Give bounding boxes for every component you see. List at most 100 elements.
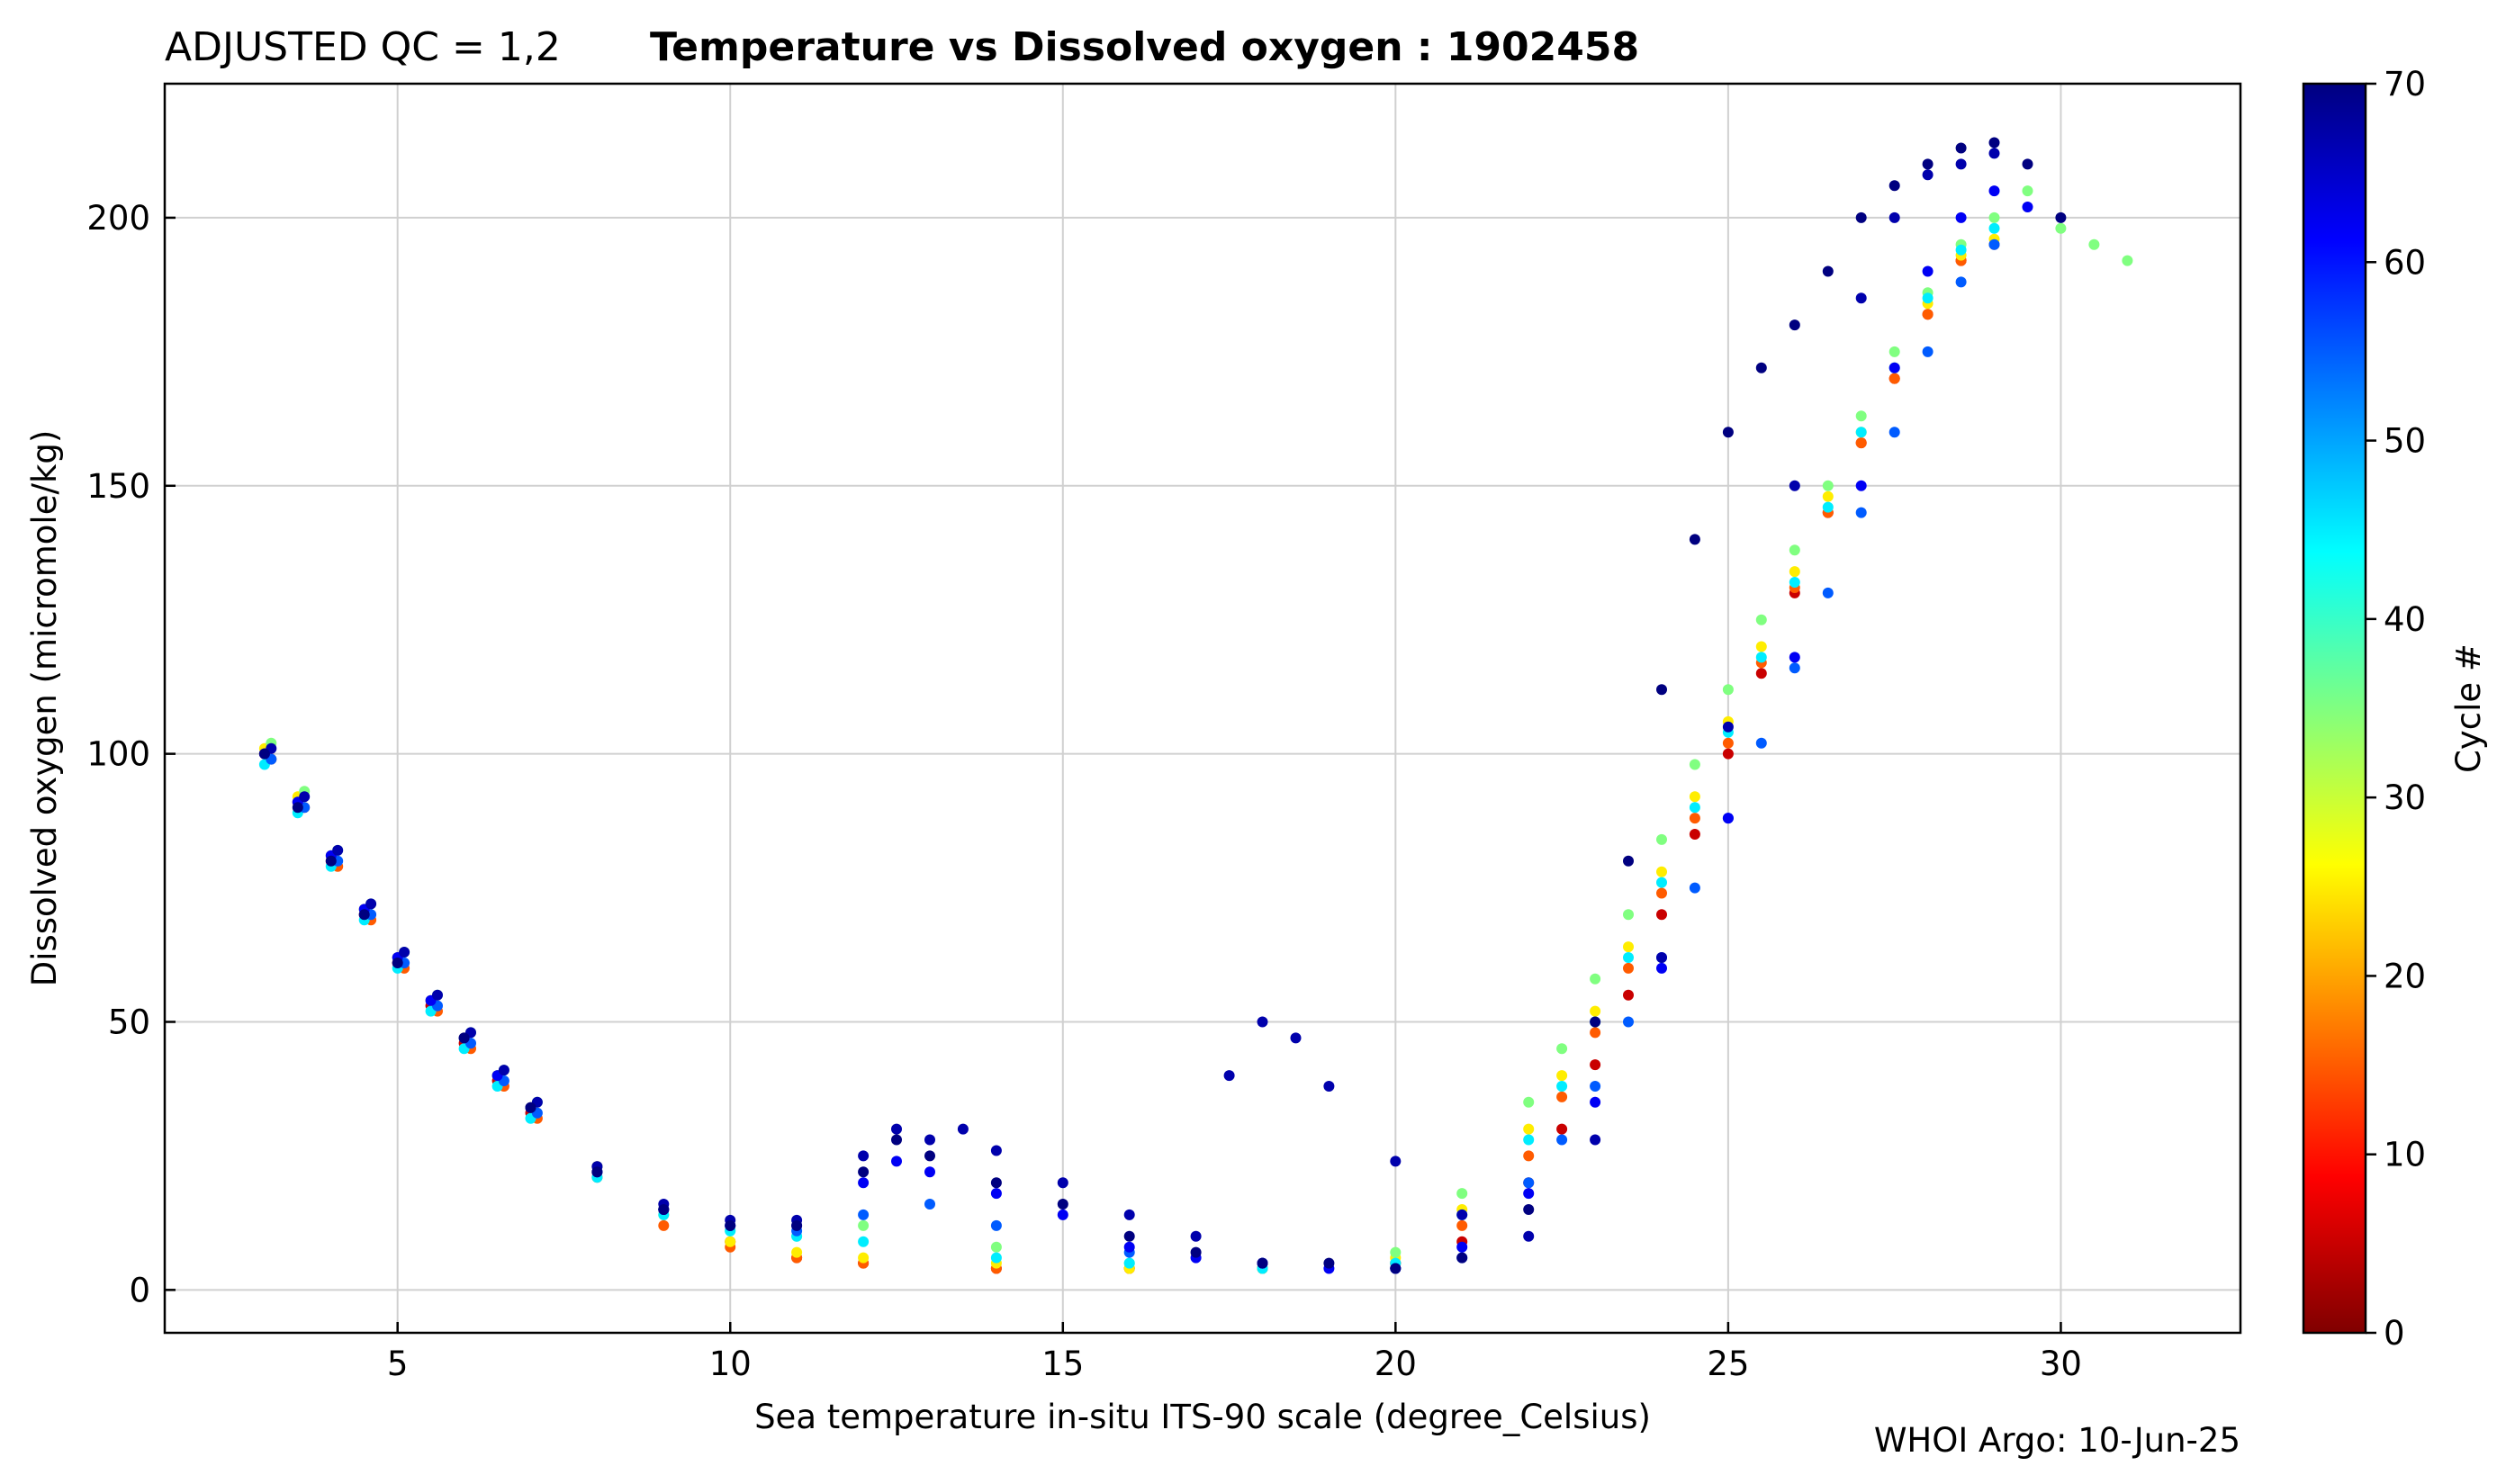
data-point <box>1590 1016 1601 1028</box>
data-point <box>1789 480 1800 491</box>
data-point <box>1323 1257 1335 1269</box>
data-point <box>1656 833 1667 845</box>
data-point <box>1123 1230 1135 1242</box>
data-point <box>1623 1016 1634 1028</box>
data-point <box>1988 238 2000 250</box>
data-point <box>1689 791 1700 803</box>
data-point <box>1556 1081 1568 1092</box>
colorbar-tick-label: 0 <box>2384 1314 2405 1353</box>
data-point <box>1523 1230 1535 1242</box>
data-point <box>858 1219 870 1231</box>
data-point <box>392 958 403 968</box>
colorbar-ticks: 0 10 20 30 40 50 60 70 <box>2366 65 2426 1353</box>
data-point <box>1556 1070 1568 1082</box>
data-point <box>1789 319 1800 331</box>
data-point <box>1822 587 1834 598</box>
data-point <box>1257 1257 1268 1269</box>
data-point <box>332 844 344 856</box>
data-point <box>1889 362 1900 373</box>
data-point <box>1789 652 1800 663</box>
data-point <box>591 1166 603 1178</box>
data-point <box>990 1252 1002 1264</box>
x-axis-ticks: 5 10 15 20 25 30 <box>387 1322 2082 1383</box>
data-point <box>1590 973 1601 985</box>
colorbar-label: Cycle # <box>2449 643 2488 773</box>
data-point <box>1689 802 1700 814</box>
data-point <box>858 1150 870 1162</box>
data-point <box>990 1241 1002 1253</box>
data-point <box>1955 158 1967 170</box>
data-point <box>498 1065 509 1076</box>
data-point <box>1390 1156 1402 1167</box>
data-point <box>1390 1246 1402 1258</box>
data-point <box>1889 346 1900 357</box>
data-point <box>791 1246 803 1258</box>
data-point <box>325 855 337 867</box>
data-point <box>1922 158 1934 170</box>
data-point <box>1889 211 1900 223</box>
data-point <box>525 1102 536 1113</box>
data-point <box>1822 490 1834 502</box>
data-point <box>1922 265 1934 277</box>
data-point <box>1556 1134 1568 1146</box>
y-tick-label: 100 <box>86 735 150 774</box>
data-point <box>1123 1241 1135 1253</box>
data-point <box>1057 1177 1068 1189</box>
data-point <box>1257 1016 1268 1028</box>
data-point <box>1755 641 1767 652</box>
data-point <box>432 989 443 1001</box>
data-point <box>1822 265 1834 277</box>
data-point <box>2022 202 2033 212</box>
y-tick-label: 150 <box>86 467 150 506</box>
data-point <box>1755 668 1767 679</box>
data-point <box>2122 255 2133 266</box>
data-point <box>458 1032 470 1044</box>
plot-frame <box>163 82 2242 1335</box>
data-point <box>1456 1252 1468 1264</box>
data-point <box>1623 855 1634 867</box>
data-point <box>791 1219 803 1231</box>
data-point <box>924 1199 935 1210</box>
data-point <box>1057 1199 1068 1210</box>
data-point <box>1523 1177 1535 1189</box>
data-point <box>1523 1123 1535 1135</box>
data-point <box>891 1134 902 1146</box>
data-point <box>1922 346 1934 357</box>
data-point <box>1656 962 1667 974</box>
grid-lines <box>165 84 2240 1333</box>
data-point <box>924 1166 935 1178</box>
data-point <box>1123 1257 1135 1269</box>
scatter-points <box>258 137 2133 1274</box>
data-point <box>1922 169 1934 181</box>
x-tick-label: 15 <box>1041 1345 1084 1383</box>
data-point <box>858 1252 870 1264</box>
data-point <box>1722 684 1734 696</box>
data-point <box>1523 1204 1535 1215</box>
data-point <box>1523 1134 1535 1146</box>
data-point <box>2088 238 2100 250</box>
data-point <box>1456 1188 1468 1200</box>
x-tick-label: 30 <box>2040 1345 2082 1383</box>
data-point <box>1789 566 1800 578</box>
colorbar-tick-label: 70 <box>2384 65 2426 103</box>
data-point <box>1190 1230 1202 1242</box>
data-point <box>658 1219 670 1231</box>
data-point <box>1889 373 1900 384</box>
data-point <box>990 1177 1002 1189</box>
data-point <box>1689 534 1700 545</box>
data-point <box>891 1123 902 1135</box>
data-point <box>2055 211 2067 223</box>
data-point <box>1855 211 1867 223</box>
data-point <box>1722 427 1734 438</box>
y-axis-ticks: 0 50 100 150 200 <box>86 199 176 1309</box>
colorbar-tick-label: 20 <box>2384 957 2426 995</box>
data-point <box>957 1123 969 1135</box>
data-point <box>1689 759 1700 770</box>
data-point <box>1988 222 2000 234</box>
data-point <box>1656 887 1667 899</box>
data-point <box>1623 989 1634 1001</box>
data-point <box>1123 1209 1135 1220</box>
data-point <box>365 898 377 910</box>
data-point <box>292 802 303 814</box>
x-tick-label: 10 <box>709 1345 752 1383</box>
